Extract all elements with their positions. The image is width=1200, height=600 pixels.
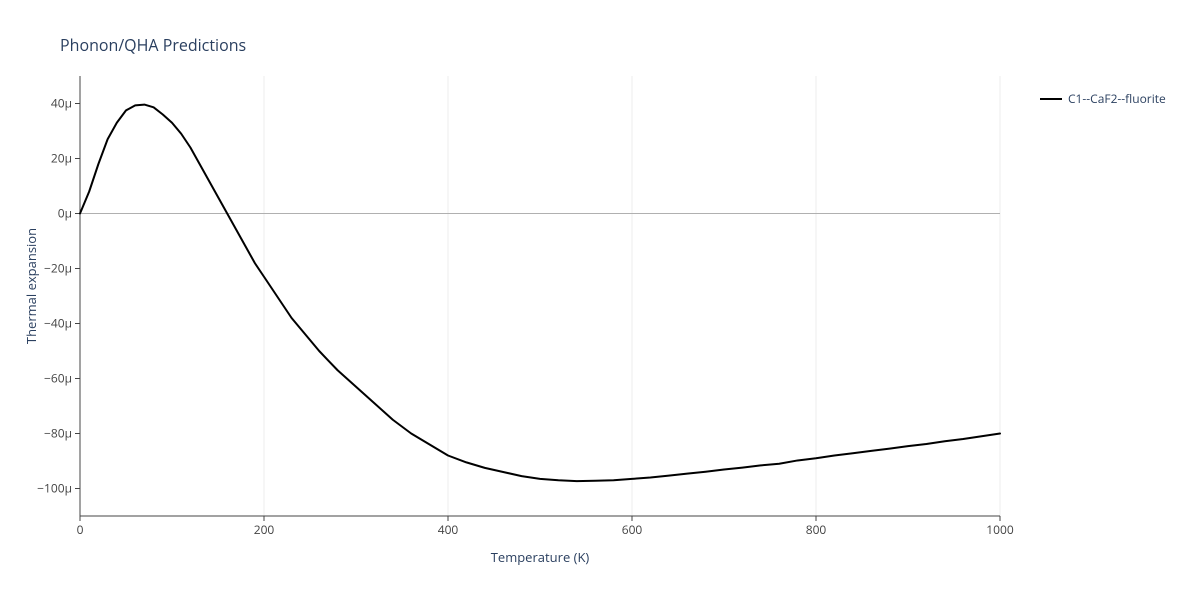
x-tick-label: 400 [438,521,459,538]
x-tick-label: 800 [806,521,827,538]
y-tick-label: 40μ [51,95,72,112]
plot-svg: 0 200 400 600 800 1000 −100μ −80μ −60μ −40μ −20μ 0μ… [0,0,1200,600]
y-tick-label: −100μ [37,480,72,497]
x-axis-label: Temperature (K) [485,548,595,566]
y-tick-label: −20μ [44,260,72,277]
y-tick-label: 20μ [51,150,72,167]
chart-container: Phonon/QHA Predictions 02004006008001000… [0,0,1200,600]
x-tick-label: 200 [254,521,275,538]
y-tick-label: 0μ [58,205,72,222]
legend: C1--CaF2--fluorite [1040,90,1166,107]
series-line [80,105,1000,481]
y-tick-label: −60μ [44,370,72,387]
x-tick-label: 1000 [986,521,1014,538]
x-tick-label: 600 [622,521,643,538]
y-tick-label: −40μ [44,315,72,332]
legend-item-label: C1--CaF2--fluorite [1068,90,1166,107]
y-axis-label: Thermal expansion [22,216,40,356]
x-tick-label: 0 [77,521,84,538]
y-tick-label: −80μ [44,425,72,442]
legend-swatch [1040,98,1062,100]
